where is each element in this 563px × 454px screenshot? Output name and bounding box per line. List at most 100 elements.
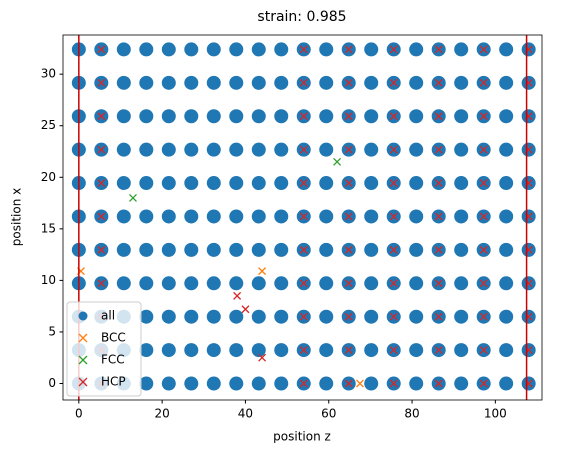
y-tick-label: 20 [41, 170, 56, 184]
point [97, 279, 106, 288]
x-axis-label: position z [273, 430, 331, 444]
point [344, 312, 353, 321]
point [333, 157, 342, 166]
point [344, 379, 353, 388]
point [274, 75, 289, 90]
point [389, 145, 398, 154]
point [274, 343, 289, 358]
point [364, 242, 379, 257]
point [356, 379, 364, 388]
point [161, 142, 176, 157]
point [319, 42, 334, 57]
point [161, 343, 176, 358]
point [389, 112, 398, 121]
point [206, 376, 221, 391]
point [409, 376, 424, 391]
legend-marker [78, 355, 88, 365]
point [454, 276, 469, 291]
point [434, 245, 443, 254]
x-tick-label: 60 [321, 407, 336, 421]
point [251, 42, 266, 57]
point [409, 75, 424, 90]
point [299, 346, 308, 355]
point [161, 109, 176, 124]
point [139, 376, 154, 391]
point [389, 279, 398, 288]
point [274, 109, 289, 124]
point [454, 242, 469, 257]
point [116, 276, 131, 291]
point [116, 109, 131, 124]
point [409, 276, 424, 291]
point [161, 176, 176, 191]
point [161, 242, 176, 257]
legend-label: FCC [101, 353, 125, 367]
point [364, 109, 379, 124]
point [454, 176, 469, 191]
point [233, 291, 242, 300]
x-tick-label: 40 [238, 407, 253, 421]
point [479, 112, 488, 121]
point [274, 242, 289, 257]
legend-label: HCP [101, 375, 126, 389]
point [364, 276, 379, 291]
point [409, 242, 424, 257]
point [251, 109, 266, 124]
point [434, 179, 443, 188]
point [274, 276, 289, 291]
point [229, 309, 244, 324]
point [319, 209, 334, 224]
point [184, 209, 199, 224]
point [299, 78, 308, 87]
point [206, 309, 221, 324]
point [229, 142, 244, 157]
point [389, 179, 398, 188]
point [434, 45, 443, 54]
point [409, 109, 424, 124]
y-tick-label: 0 [48, 376, 56, 390]
point [97, 179, 106, 188]
point [389, 45, 398, 54]
point [116, 209, 131, 224]
y-tick-label: 25 [41, 118, 56, 132]
point [184, 109, 199, 124]
point [97, 45, 106, 54]
point [434, 212, 443, 221]
point [251, 343, 266, 358]
point [389, 78, 398, 87]
point [299, 379, 308, 388]
point [499, 343, 514, 358]
legend: all BCC FCC HCP [66, 301, 142, 397]
point [206, 209, 221, 224]
point [139, 109, 154, 124]
point [499, 109, 514, 124]
point [184, 242, 199, 257]
point [184, 376, 199, 391]
point [299, 145, 308, 154]
legend-marker [78, 311, 88, 321]
point [97, 78, 106, 87]
point [299, 45, 308, 54]
point [434, 145, 443, 154]
x-tick-label: 80 [404, 407, 419, 421]
point [319, 343, 334, 358]
point [206, 109, 221, 124]
x-tick-label: 20 [154, 407, 169, 421]
point [206, 276, 221, 291]
point [434, 112, 443, 121]
point [206, 75, 221, 90]
point [319, 276, 334, 291]
point [344, 145, 353, 154]
point [97, 245, 106, 254]
point [206, 142, 221, 157]
point [299, 245, 308, 254]
point [184, 309, 199, 324]
point [139, 75, 154, 90]
point [454, 75, 469, 90]
point [229, 109, 244, 124]
point [116, 42, 131, 57]
point [344, 245, 353, 254]
point [274, 176, 289, 191]
point [409, 142, 424, 157]
point [434, 312, 443, 321]
